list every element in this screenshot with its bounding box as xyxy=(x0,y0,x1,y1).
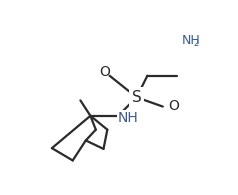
Text: O: O xyxy=(168,99,179,113)
Text: NH: NH xyxy=(182,34,201,47)
Text: 2: 2 xyxy=(193,39,199,48)
Text: S: S xyxy=(132,90,141,105)
Text: NH: NH xyxy=(118,111,139,125)
Text: O: O xyxy=(99,65,110,79)
